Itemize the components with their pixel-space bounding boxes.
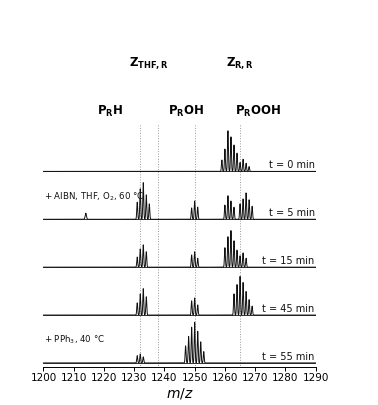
Text: $\mathbf{Z_{R,R}}$: $\mathbf{Z_{R,R}}$: [226, 55, 254, 71]
Text: P$_\mathbf{R}$OH: P$_\mathbf{R}$OH: [167, 104, 204, 119]
Text: t = 15 min: t = 15 min: [262, 256, 315, 266]
Text: t = 55 min: t = 55 min: [262, 352, 315, 362]
Text: $\mathbf{Z_{THF,R}}$: $\mathbf{Z_{THF,R}}$: [130, 55, 169, 71]
Text: t = 45 min: t = 45 min: [262, 304, 315, 314]
Text: t = 0 min: t = 0 min: [269, 160, 315, 171]
Text: t = 5 min: t = 5 min: [269, 208, 315, 218]
Text: + PPh$_3$, 40 °C: + PPh$_3$, 40 °C: [44, 334, 105, 346]
Text: P$_\mathbf{R}$OOH: P$_\mathbf{R}$OOH: [235, 104, 281, 119]
Text: + AIBN, THF, O$_2$, 60 °C: + AIBN, THF, O$_2$, 60 °C: [44, 190, 144, 203]
Text: P$_\mathbf{R}$H: P$_\mathbf{R}$H: [97, 104, 123, 119]
X-axis label: $\it{m/z}$: $\it{m/z}$: [166, 386, 194, 401]
